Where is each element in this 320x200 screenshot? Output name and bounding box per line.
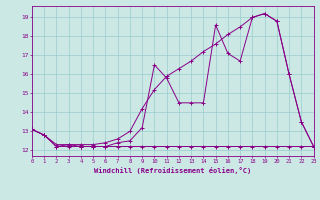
X-axis label: Windchill (Refroidissement éolien,°C): Windchill (Refroidissement éolien,°C): [94, 167, 252, 174]
